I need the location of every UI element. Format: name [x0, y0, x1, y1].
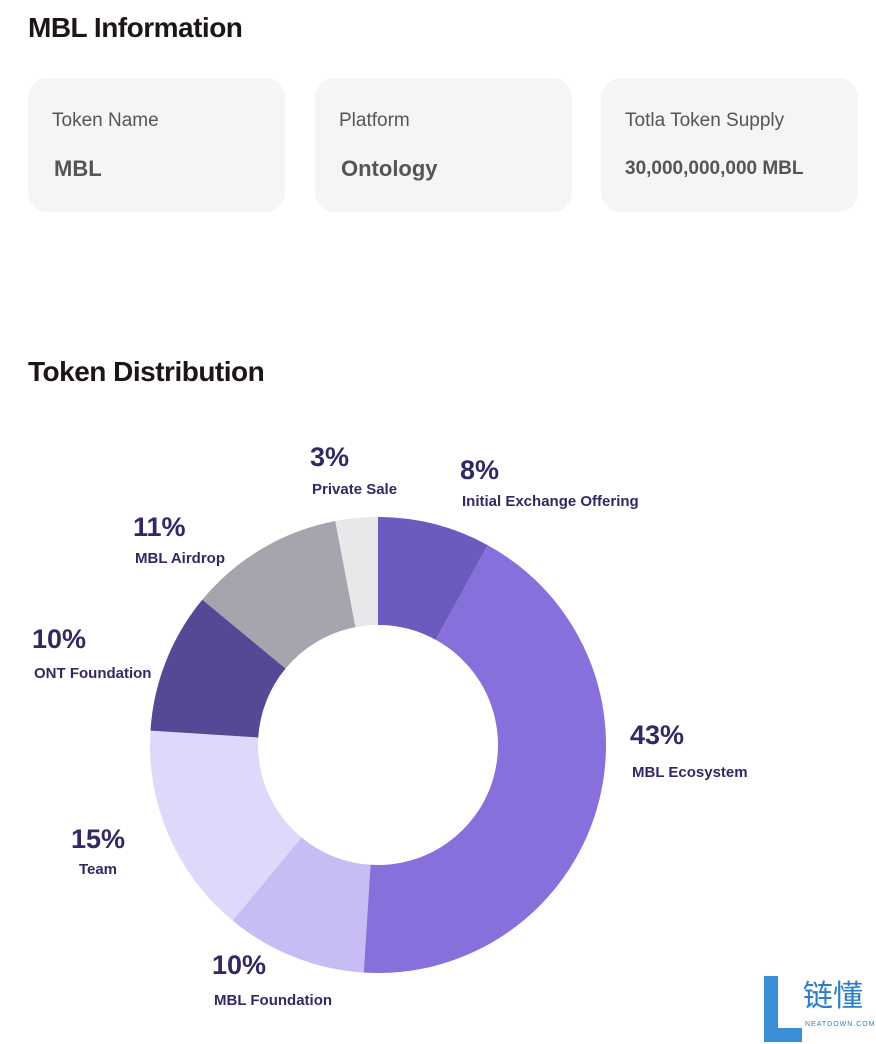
card-label: Token Name [52, 110, 159, 131]
card-value: MBL [54, 156, 102, 181]
card-value: Ontology [341, 156, 438, 181]
slice-label: MBL Foundation [214, 992, 332, 1009]
card-value: 30,000,000,000 MBL [625, 158, 804, 179]
slice-label: MBL Ecosystem [632, 764, 748, 781]
pie-slice [150, 599, 286, 738]
section-title: MBL Information [28, 12, 243, 43]
pie-slice [378, 517, 488, 640]
slice-label: Team [79, 861, 117, 878]
info-card: Platform Ontology [315, 78, 572, 212]
pie-slice [335, 517, 378, 628]
pie-slice [150, 730, 302, 921]
card-label: Totla Token Supply [625, 110, 785, 131]
slice-percent: 15% [71, 824, 125, 854]
slice-label: ONT Foundation [34, 665, 151, 682]
slice-percent: 3% [310, 442, 349, 472]
pie-slice [363, 545, 607, 973]
slice-label: Private Sale [312, 481, 397, 498]
slice-percent: 11% [133, 512, 186, 542]
chart-title: Token Distribution [28, 356, 265, 387]
pie-slice [232, 837, 371, 973]
slice-percent: 8% [460, 455, 499, 485]
slice-percent: 43% [630, 720, 684, 750]
info-card: Totla Token Supply 30,000,000,000 MBL [601, 78, 858, 212]
slice-percent: 10% [32, 624, 86, 654]
slice-label: MBL Airdrop [135, 550, 225, 567]
watermark-text: 链懂 [803, 980, 863, 1013]
card-label: Platform [339, 110, 410, 131]
slice-percent: 10% [212, 950, 266, 980]
info-card: Token Name MBL [28, 78, 285, 212]
pie-slice [202, 521, 356, 669]
watermark-sub: NEATDOWN.COM [805, 1021, 876, 1028]
logo-mark [764, 976, 802, 1042]
slice-label: Initial Exchange Offering [462, 493, 639, 510]
